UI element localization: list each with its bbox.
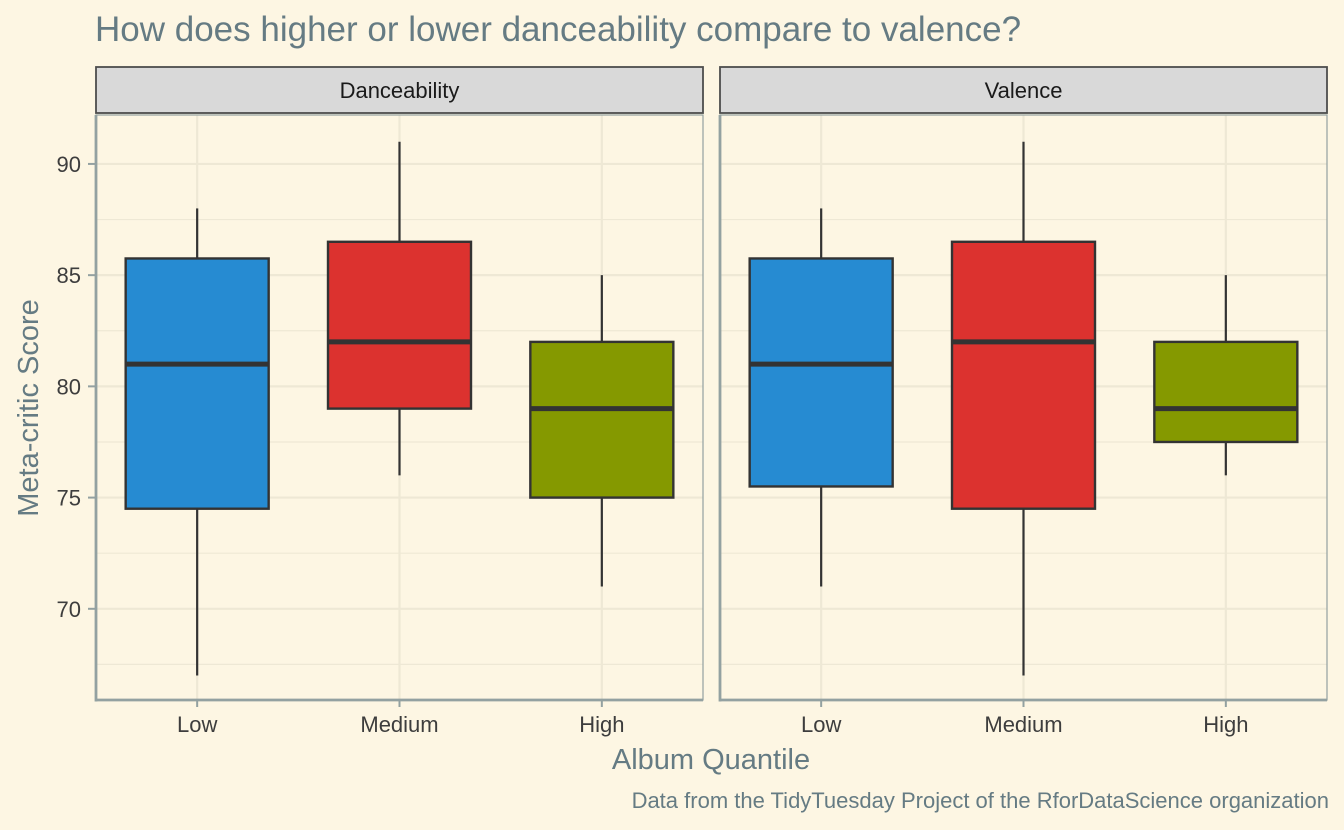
y-tick-label: 85 <box>57 263 81 288</box>
strip-label: Valence <box>985 78 1063 103</box>
y-tick-labels: 70 75 80 85 90 <box>57 152 96 622</box>
box-low <box>124 208 270 676</box>
x-tick-label: Medium <box>360 712 438 737</box>
x-tick-label: Low <box>801 712 841 737</box>
strip-label: Danceability <box>340 78 460 103</box>
box-iqr <box>1153 340 1299 444</box>
panel-danceability: Danceability Low Medium High <box>94 66 704 737</box>
box-high <box>529 275 675 587</box>
chart-title: How does higher or lower danceability co… <box>95 10 1021 49</box>
x-tick-label: Low <box>177 712 217 737</box>
box-high <box>1153 275 1299 476</box>
x-tick-label: High <box>1203 712 1248 737</box>
chart-caption: Data from the TidyTuesday Project of the… <box>632 788 1329 813</box>
strip-background <box>95 66 704 114</box>
box-medium <box>326 141 473 476</box>
y-axis-title: Meta-critic Score <box>13 299 45 517</box>
box-iqr <box>326 240 473 410</box>
box-iqr <box>529 340 675 499</box>
y-tick-label: 80 <box>57 374 81 399</box>
y-tick-label: 90 <box>57 152 81 177</box>
y-tick-label: 70 <box>57 597 81 622</box>
box-medium <box>950 141 1097 676</box>
box-iqr <box>950 240 1097 510</box>
x-tick-label: Medium <box>984 712 1062 737</box>
box-iqr <box>124 257 270 510</box>
panel-valence: Valence Low Medium High <box>718 66 1328 737</box>
box-iqr <box>748 257 894 488</box>
x-tick-label: High <box>579 712 624 737</box>
y-tick-label: 75 <box>57 486 81 511</box>
box-low <box>748 208 894 587</box>
strip-background <box>719 66 1328 114</box>
panels: Danceability Low Medium High Valence Low Mediu… <box>94 66 1328 737</box>
x-axis-title: Album Quantile <box>612 744 810 776</box>
